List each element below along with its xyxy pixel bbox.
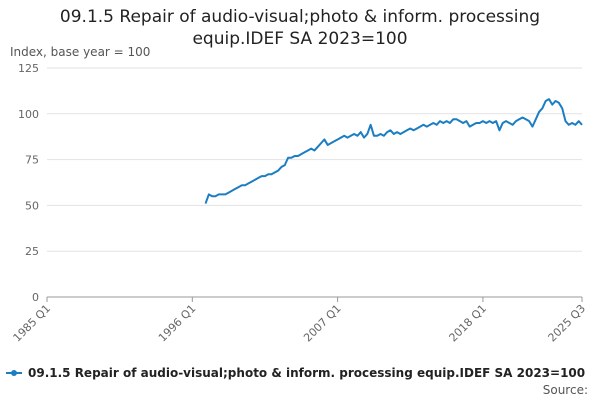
y-tick-label: 25 [25,245,39,258]
y-axis-label: Index, base year = 100 [10,45,151,59]
legend-label: 09.1.5 Repair of audio-visual;photo & in… [28,366,585,380]
x-tick-label: 2018 Q1 [447,302,490,345]
x-tick-label: 1996 Q1 [156,302,199,345]
chart-title: 09.1.5 Repair of audio-visual;photo & in… [59,7,541,49]
x-tick-label: 1985 Q1 [11,302,54,345]
y-tick-label: 0 [32,291,39,304]
series-line [204,98,583,204]
x-tick-label: 2025 Q3 [546,302,589,345]
y-tick-label: 75 [25,154,39,167]
legend-dot [11,370,17,376]
y-tick-label: 100 [18,108,39,121]
y-tick-label: 125 [18,62,39,75]
x-tick-label: 2007 Q1 [301,302,344,345]
source: Source: [542,383,588,397]
y-tick-label: 50 [25,199,39,212]
